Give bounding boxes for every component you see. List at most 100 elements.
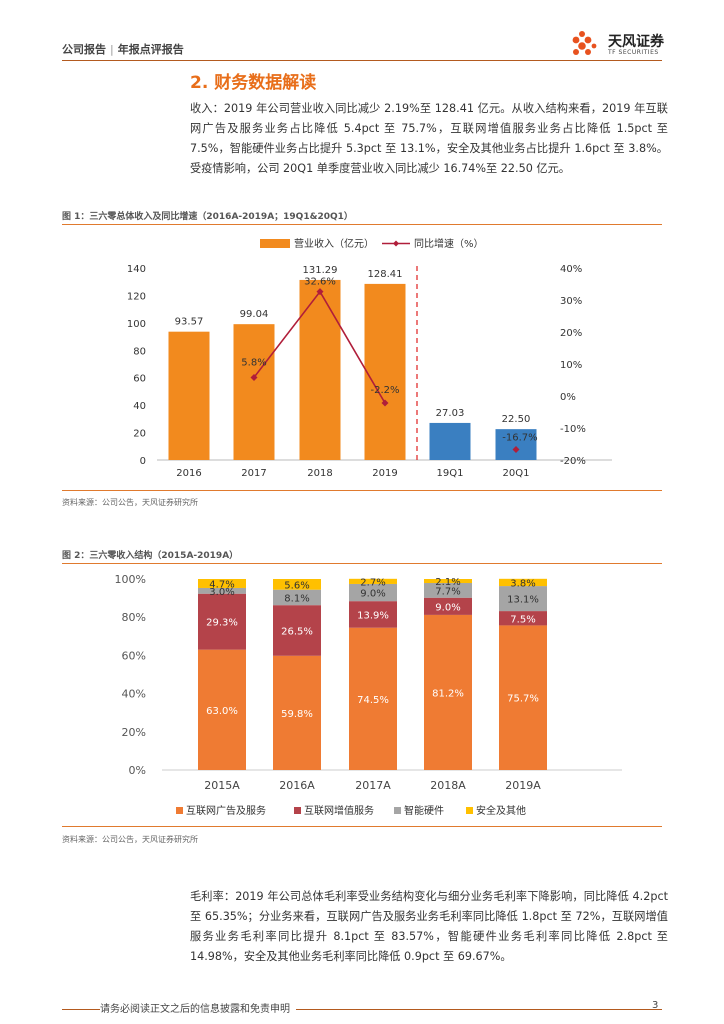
y-tick-label: 20 <box>133 429 146 440</box>
y-tick-label: 100 <box>127 319 146 330</box>
footer-divider <box>62 1009 662 1010</box>
y-tick-label: 80% <box>122 611 146 624</box>
revenue-structure-chart: 0% 20% 40% 60% 80% 100% 63.0% 29.3% 3.0%4.7% 59.… <box>115 573 622 817</box>
y-tick-label: 140 <box>127 264 146 275</box>
revenue-bar <box>233 324 275 460</box>
breadcrumb-separator: | <box>110 43 114 56</box>
growth-point <box>381 399 389 407</box>
growth-point <box>512 445 520 453</box>
legend-growth-marker <box>393 240 399 247</box>
structure-segment-label: 2.7% <box>360 577 385 588</box>
structure-segment-label: 3.0% <box>209 587 234 598</box>
legend-label: 智能硬件 <box>404 804 444 817</box>
y-tick-label: 40 <box>133 401 146 412</box>
revenue-paragraph: 收入：2019 年公司营业收入同比减少 2.19%至 128.41 亿元。从收入… <box>190 102 668 175</box>
x-tick-label: 19Q1 <box>437 468 464 479</box>
x-tick-label: 2018 <box>307 468 332 479</box>
x-tick-label: 2015A <box>204 779 240 792</box>
structure-bar-segment <box>424 597 472 615</box>
structure-segment-label: 3.8% <box>510 578 535 589</box>
y-tick-label: 60% <box>122 649 146 662</box>
structure-bar-segment <box>349 601 397 628</box>
x-tick-label: 2017A <box>355 779 391 792</box>
figure2-title: 图 2：三六零收入结构（2015A-2019A） <box>62 551 239 561</box>
revenue-bar-label: 22.50 <box>502 414 531 425</box>
structure-bar-segment <box>349 578 397 584</box>
revenue-bar-label: 99.04 <box>240 309 269 320</box>
structure-bar-segment <box>198 649 246 770</box>
structure-segment-label: 2.1% <box>435 577 460 588</box>
figure2-source: 资料来源：公司公告，天风证券研究所 <box>62 835 198 844</box>
y-tick-label: 20% <box>122 726 146 739</box>
structure-bar-segment <box>273 605 321 656</box>
y2-tick-label: 30% <box>560 296 582 307</box>
figure2-top-rule <box>62 563 662 564</box>
report-type: 公司报告 <box>62 43 106 56</box>
structure-segment-label: 81.2% <box>432 688 464 699</box>
structure-segment-label: 63.0% <box>206 706 238 717</box>
x-tick-label: 2019 <box>372 468 397 479</box>
structure-segment-label: 13.1% <box>507 595 539 606</box>
structure-bar-segment <box>273 589 321 606</box>
y-tick-label: 120 <box>127 291 146 302</box>
structure-bar-segment <box>198 593 246 650</box>
revenue-bar-label: 131.29 <box>303 265 338 276</box>
revenue-bar-label: 128.41 <box>368 269 403 280</box>
section-title: 2. 财务数据解读 <box>190 73 317 93</box>
legend-label: 互联网广告及服务 <box>186 804 266 817</box>
structure-segment-label: 5.6% <box>284 580 309 591</box>
revenue-bar <box>299 279 341 460</box>
x-tick-label: 2018A <box>430 779 466 792</box>
revenue-bar <box>364 283 406 460</box>
growth-point-label: -2.2% <box>370 385 399 396</box>
revenue-chart: 营业收入（亿元） 同比增速（%） 0 20 40 60 80 100 120 140 -20%… <box>127 237 612 479</box>
legend-swatch <box>466 807 473 814</box>
structure-segment-label: 29.3% <box>206 618 238 629</box>
x-tick-label: 2016 <box>176 468 201 479</box>
y-tick-label: 0% <box>129 764 146 777</box>
legend-label: 互联网增值服务 <box>304 804 374 817</box>
legend-label: 安全及其他 <box>476 804 526 817</box>
structure-bar-segment <box>273 579 321 590</box>
structure-bar-segment <box>424 614 472 770</box>
revenue-bar <box>429 422 471 460</box>
legend-swatch <box>294 807 301 814</box>
figure1-top-rule <box>62 224 662 225</box>
revenue-bar <box>495 429 537 460</box>
structure-segment-label: 7.5% <box>510 614 535 625</box>
y-tick-label: 40% <box>122 688 146 701</box>
structure-bar-segment <box>424 583 472 598</box>
structure-segment-label: 4.7% <box>209 579 234 590</box>
y-tick-label: 60 <box>133 374 146 385</box>
revenue-bar <box>168 331 210 460</box>
structure-segment-label: 74.5% <box>357 695 389 706</box>
y2-tick-label: 20% <box>560 328 582 339</box>
structure-segment-label: 7.7% <box>435 586 460 597</box>
structure-bar-segment <box>349 627 397 770</box>
x-tick-label: 2016A <box>279 779 315 792</box>
y2-tick-label: 40% <box>560 264 582 275</box>
structure-bar-segment <box>273 655 321 770</box>
structure-bar-segment <box>499 611 547 626</box>
x-tick-label: 2019A <box>505 779 541 792</box>
y-tick-label: 100% <box>115 573 146 586</box>
legend-swatch <box>394 807 401 814</box>
structure-segment-label: 9.0% <box>435 602 460 613</box>
logo-text: 天风证券 <box>608 34 664 50</box>
figure1-source: 资料来源：公司公告，天风证券研究所 <box>62 498 198 507</box>
structure-bar-segment <box>198 579 246 588</box>
legend-swatch <box>176 807 183 814</box>
legend-revenue-label: 营业收入（亿元） <box>294 237 374 250</box>
y2-tick-label: -10% <box>560 424 586 435</box>
growth-point-label: 5.8% <box>241 357 266 368</box>
figure1-bottom-rule <box>62 490 662 491</box>
x-tick-label: 20Q1 <box>503 468 530 479</box>
structure-bar-segment <box>198 587 246 594</box>
growth-point-label: 32.6% <box>304 277 336 288</box>
structure-bar-segment <box>499 625 547 770</box>
structure-segment-label: 26.5% <box>281 626 313 637</box>
structure-segment-label: 59.8% <box>281 709 313 720</box>
figure2-bottom-rule <box>62 826 662 827</box>
growth-point-label: -16.7% <box>502 432 537 443</box>
growth-point <box>250 373 258 381</box>
